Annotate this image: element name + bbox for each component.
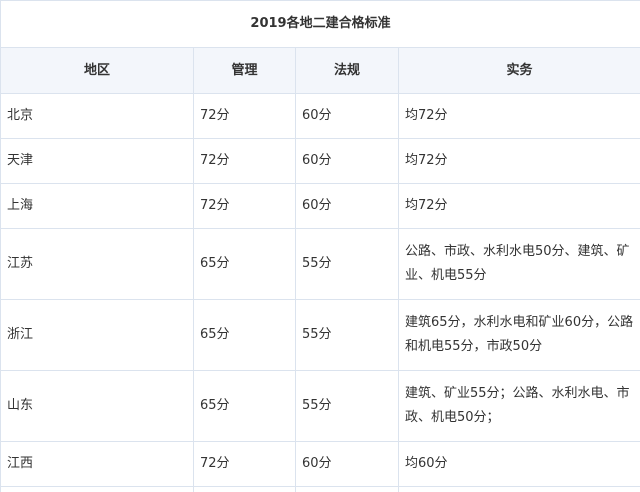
table-cell: 山东 (0, 370, 194, 442)
header-row: 地区 管理 法规 实务 (0, 47, 640, 94)
table-cell: 建筑、矿业55分；公路、水利水电、市政、机电50分； (398, 370, 640, 442)
table-cell: 60分 (295, 138, 399, 184)
table-cell: 72分 (193, 138, 296, 184)
header-cell: 实务 (398, 47, 640, 94)
table-cell: 72分 (193, 441, 296, 487)
table-cell: 55分 (295, 299, 399, 371)
header-cell: 法规 (295, 47, 399, 94)
table-cell: 上海 (0, 183, 194, 229)
table-cell: 55分 (295, 228, 399, 300)
table-cell: 江苏 (0, 228, 194, 300)
table-cell: 江西 (0, 441, 194, 487)
table-cell: 65分 (193, 370, 296, 442)
table-cell: 均72分 (398, 183, 640, 229)
table-cell: 建筑65分，水利水电和矿业60分，公路和机电55分，市政50分 (398, 299, 640, 371)
table-row (0, 486, 640, 492)
header-cell: 地区 (0, 47, 194, 94)
table-cell: 公路、市政、水利水电50分、建筑、矿业、机电55分 (398, 228, 640, 300)
table-cell (295, 486, 399, 492)
table-row: 江西 72分 60分 均60分 (0, 441, 640, 487)
table-cell: 均72分 (398, 93, 640, 139)
table-cell: 均72分 (398, 138, 640, 184)
table-row: 北京 72分 60分 均72分 (0, 93, 640, 139)
table-cell: 65分 (193, 228, 296, 300)
table-row: 上海 72分 60分 均72分 (0, 183, 640, 229)
table-cell: 55分 (295, 370, 399, 442)
table-row: 天津 72分 60分 均72分 (0, 138, 640, 184)
table-cell: 均60分 (398, 441, 640, 487)
table-cell: 60分 (295, 441, 399, 487)
table-cell: 72分 (193, 183, 296, 229)
table-row: 江苏 65分 55分 公路、市政、水利水电50分、建筑、矿业、机电55分 (0, 228, 640, 300)
header-cell: 管理 (193, 47, 296, 94)
table-cell: 浙江 (0, 299, 194, 371)
table-cell: 北京 (0, 93, 194, 139)
table-cell: 72分 (193, 93, 296, 139)
title-row: 2019各地二建合格标准 (0, 0, 640, 48)
table-row: 山东 65分 55分 建筑、矿业55分；公路、水利水电、市政、机电50分； (0, 370, 640, 442)
table-cell: 天津 (0, 138, 194, 184)
table-cell: 60分 (295, 93, 399, 139)
table-row: 浙江 65分 55分 建筑65分，水利水电和矿业60分，公路和机电55分，市政50分 (0, 299, 640, 371)
table-cell: 60分 (295, 183, 399, 229)
table-cell: 65分 (193, 299, 296, 371)
table-cell (193, 486, 296, 492)
table-cell (398, 486, 640, 492)
table-title: 2019各地二建合格标准 (0, 0, 640, 48)
table-cell (0, 486, 194, 492)
